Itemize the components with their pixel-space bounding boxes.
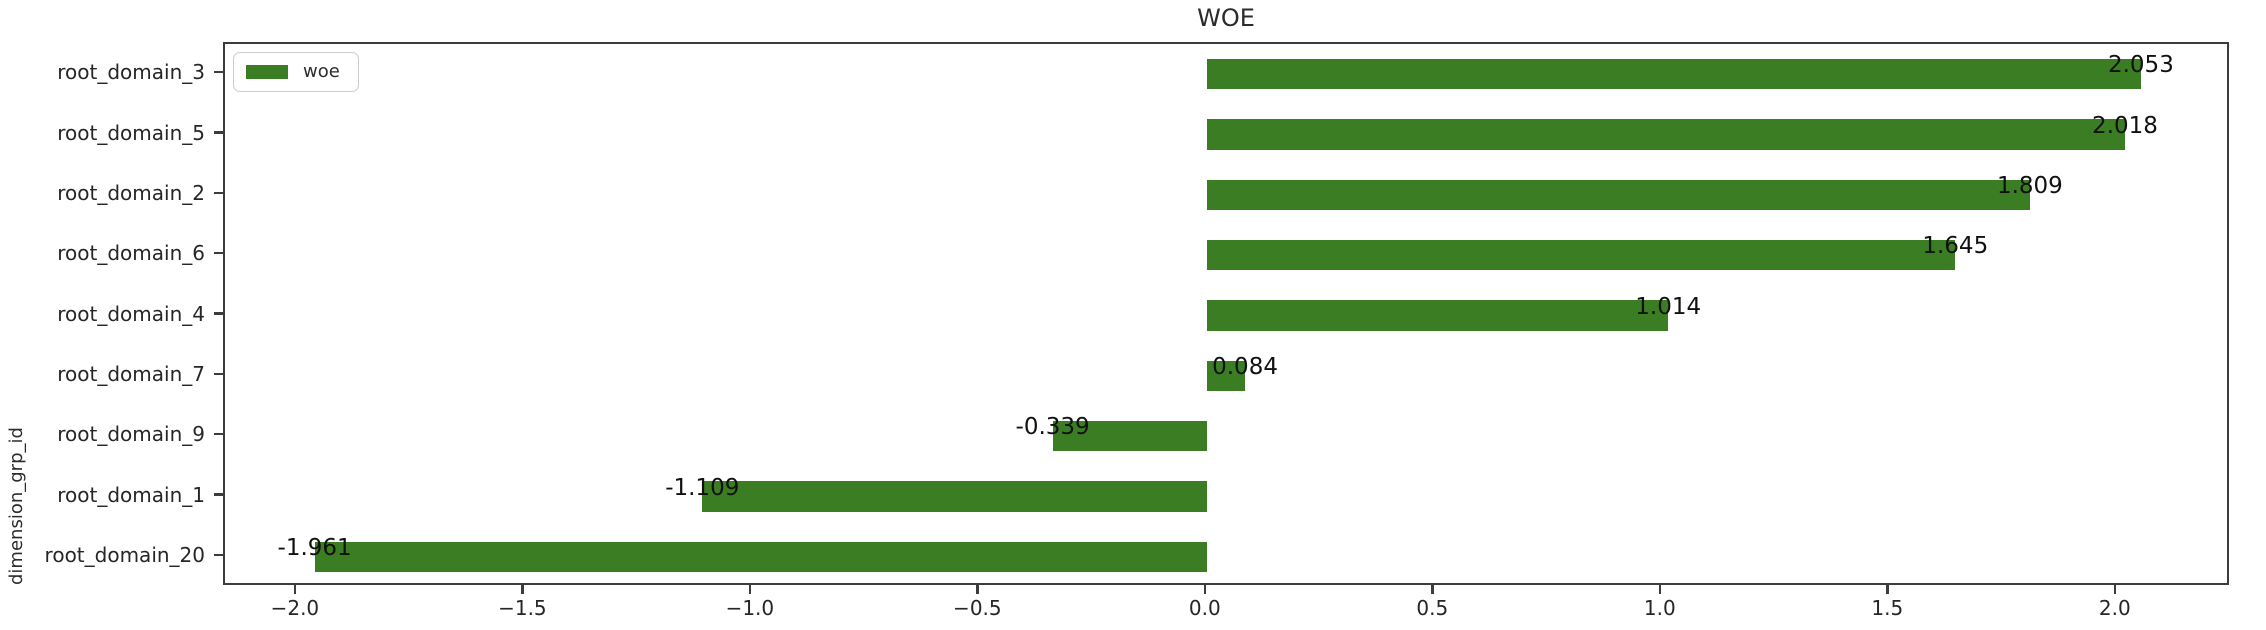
x-tick-mark	[976, 585, 979, 594]
y-tick-mark	[214, 553, 223, 557]
y-tick-label-root_domain_7: root_domain_7	[57, 361, 205, 386]
bar-value-label-root_domain_2: 1.809	[1996, 172, 2063, 199]
bar-root_domain_5	[1206, 119, 2125, 150]
y-tick-mark	[214, 312, 223, 315]
bar-root_domain_1	[702, 481, 1207, 512]
y-tick-label-root_domain_2: root_domain_2	[57, 180, 205, 205]
y-tick-label-root_domain_9: root_domain_9	[57, 422, 205, 447]
bar-root_domain_7	[1206, 360, 1246, 391]
legend: woe	[233, 52, 359, 92]
y-tick-mark	[214, 191, 223, 195]
x-tick-mark	[521, 585, 524, 594]
x-tick-label-−0.5: −0.5	[953, 596, 1002, 620]
bar-value-label-root_domain_4: 1.014	[1635, 293, 1702, 320]
bar-value-label-root_domain_1: -1.109	[665, 474, 740, 501]
bar-root_domain_4	[1206, 300, 1669, 331]
y-tick-label-root_domain_4: root_domain_4	[57, 301, 205, 326]
y-tick-label-root_domain_20: root_domain_20	[44, 542, 205, 567]
legend-label: woe	[303, 61, 340, 82]
x-tick-label-1.5: 1.5	[1871, 596, 1904, 620]
x-tick-label-−1.0: −1.0	[725, 596, 775, 620]
y-tick-mark	[214, 251, 223, 255]
x-tick-label-−2.0: −2.0	[270, 596, 320, 620]
y-tick-label-root_domain_3: root_domain_3	[57, 60, 205, 85]
bar-value-label-root_domain_5: 2.018	[2092, 112, 2158, 139]
y-tick-mark	[214, 432, 223, 436]
x-tick-mark	[1203, 585, 1207, 594]
y-tick-mark	[214, 70, 223, 74]
y-tick-label-root_domain_5: root_domain_5	[57, 120, 205, 145]
x-tick-mark	[293, 585, 297, 594]
bar-value-label-root_domain_20: -1.961	[277, 534, 352, 561]
x-tick-label-−1.5: −1.5	[498, 596, 547, 620]
y-tick-label-root_domain_6: root_domain_6	[57, 241, 205, 266]
y-tick-mark	[214, 493, 223, 496]
bar-value-label-root_domain_6: 1.645	[1922, 233, 1989, 260]
x-tick-label-2.0: 2.0	[2098, 596, 2131, 620]
x-tick-label-0.5: 0.5	[1416, 596, 1449, 620]
x-tick-mark	[1431, 585, 1434, 594]
x-tick-mark	[1658, 585, 1661, 594]
bar-value-label-root_domain_3: 2.053	[2107, 52, 2174, 79]
y-tick-label-root_domain_1: root_domain_1	[57, 482, 205, 507]
x-tick-label-0.0: 0.0	[1188, 596, 1221, 620]
x-tick-label-1.0: 1.0	[1643, 596, 1676, 620]
bar-root_domain_9	[1052, 421, 1207, 452]
chart-title: WOE	[1197, 4, 1255, 32]
x-tick-mark	[748, 585, 752, 594]
bar-root_domain_3	[1206, 59, 2141, 90]
bar-root_domain_2	[1206, 179, 2030, 210]
x-tick-mark	[2113, 585, 2116, 594]
bar-root_domain_20	[314, 541, 1207, 572]
bar-value-label-root_domain_7: 0.084	[1212, 353, 1278, 380]
y-tick-mark	[214, 372, 223, 376]
plot-area: woe 2.053 2.018 1.809 1.645 1.014 0.084 -0.339…	[223, 42, 2229, 585]
legend-swatch-woe	[246, 65, 288, 79]
x-tick-mark	[1886, 585, 1889, 594]
bar-value-label-root_domain_9: -0.339	[1015, 414, 1090, 441]
y-tick-mark	[214, 131, 223, 134]
bar-root_domain_6	[1206, 240, 1956, 271]
